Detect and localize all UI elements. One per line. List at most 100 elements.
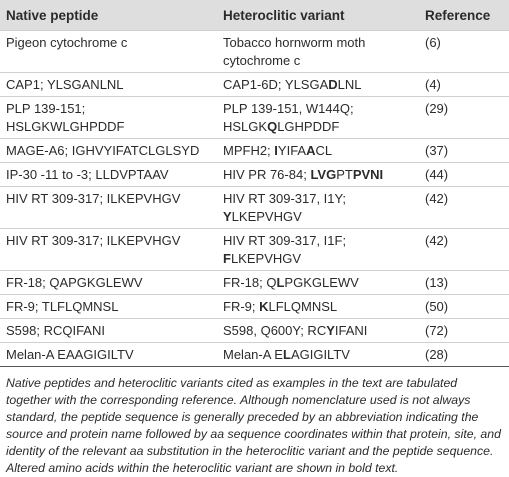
cell-line: FLKEPVHGV xyxy=(223,250,413,268)
variant-cell: Melan-A ELAGIGILTV xyxy=(217,342,419,367)
reference-cell: (42) xyxy=(419,186,509,229)
table-row: HIV RT 309-317; ILKEPVHGV HIV RT 309-317,… xyxy=(0,186,509,229)
text-segment: FR-9; xyxy=(223,298,260,314)
header-cell: Reference xyxy=(419,0,509,31)
reference-cell: (72) xyxy=(419,318,509,343)
cell-line: HIV RT 309-317, I1Y; xyxy=(223,190,413,208)
header-cell: Heteroclitic variant xyxy=(217,0,419,31)
variant-cell: FR-9; KLFLQMNSL xyxy=(217,294,419,319)
cell-line: FR-18; QAPGKGLEWV xyxy=(6,274,143,290)
native-cell: Pigeon cytochrome c xyxy=(0,30,217,73)
native-cell: Melan-A EAAGIGILTV xyxy=(0,342,217,367)
table-row: MAGE-A6; IGHVYIFATCLGLSYD MPFH2; IYIFAACL… xyxy=(0,138,509,163)
table-row: Pigeon cytochrome c Tobacco hornworm moth… xyxy=(0,30,509,73)
cell-line: MAGE-A6; IGHVYIFATCLGLSYD xyxy=(6,142,200,158)
text-segment: AGIGILTV xyxy=(290,346,350,362)
altered-residue: I xyxy=(274,142,278,158)
native-cell: S598; RCQIFANI xyxy=(0,318,217,343)
altered-residue: Y xyxy=(326,322,335,338)
header-cell: Native peptide xyxy=(0,0,217,31)
reference-cell: (28) xyxy=(419,342,509,367)
altered-residue: Q xyxy=(267,118,278,134)
reference-cell: (42) xyxy=(419,228,509,271)
caption: Native peptides and heteroclitic variant… xyxy=(6,376,501,475)
variant-cell: PLP 139-151, W144Q; HSLGKQLGHPDDF xyxy=(217,96,419,139)
cell-line: HIV RT 309-317; ILKEPVHGV xyxy=(6,232,181,248)
cell-line: S598, Q600Y; RCYIFANI xyxy=(223,322,413,340)
reference-cell: (13) xyxy=(419,270,509,295)
text-segment: cytochrome c xyxy=(223,52,301,68)
cell-line: FR-18; QLPGKGLEWV xyxy=(223,274,413,292)
reference-cell: (6) xyxy=(419,30,509,73)
reference-cell: (50) xyxy=(419,294,509,319)
cell-line: Tobacco hornworm moth xyxy=(223,34,413,52)
cell-line: S598; RCQIFANI xyxy=(6,322,105,338)
variant-cell: FR-18; QLPGKGLEWV xyxy=(217,270,419,295)
text-segment: YIFA xyxy=(277,142,307,158)
cell-line: IP-30 -11 to -3; LLDVPTAAV xyxy=(6,166,169,182)
variant-cell: S598, Q600Y; RCYIFANI xyxy=(217,318,419,343)
cell-line: HSLGKWLGHPDDF xyxy=(6,118,125,134)
cell-line: PLP 139-151; xyxy=(6,100,86,116)
table-body: Pigeon cytochrome c Tobacco hornworm moth… xyxy=(0,30,509,367)
cell-line: cytochrome c xyxy=(223,52,413,70)
header-row: Native peptide Heteroclitic variant Refe… xyxy=(0,0,509,31)
native-cell: CAP1; YLSGANLNL xyxy=(0,72,217,97)
reference-cell: (29) xyxy=(419,96,509,139)
cell-line: HIV RT 309-317, I1F; xyxy=(223,232,413,250)
reference-cell: (37) xyxy=(419,138,509,163)
text-segment: PT xyxy=(336,166,353,182)
variant-cell: MPFH2; IYIFAACL xyxy=(217,138,419,163)
text-segment: HIV RT 309-317, I1Y; xyxy=(223,190,346,206)
text-segment: LGHPDDF xyxy=(277,118,340,134)
reference-cell: (44) xyxy=(419,162,509,187)
altered-residue: K xyxy=(259,298,269,314)
native-cell: HIV RT 309-317; ILKEPVHGV xyxy=(0,228,217,271)
cell-line: HSLGKQLGHPDDF xyxy=(223,118,413,136)
text-segment: FR-18; Q xyxy=(223,274,277,290)
table-row: CAP1; YLSGANLNL CAP1-6D; YLSGADLNL (4) xyxy=(0,72,509,97)
text-segment: PLP 139-151, W144Q; xyxy=(223,100,354,116)
native-cell: IP-30 -11 to -3; LLDVPTAAV xyxy=(0,162,217,187)
text-segment: HIV RT 309-317, I1F; xyxy=(223,232,347,248)
altered-residue: LVG xyxy=(310,166,337,182)
text-segment: PGKGLEWV xyxy=(284,274,359,290)
text-segment: HIV PR 76-84; xyxy=(223,166,311,182)
variant-cell: HIV RT 309-317, I1F; FLKEPVHGV xyxy=(217,228,419,271)
altered-residue: L xyxy=(282,346,291,362)
cell-line: Pigeon cytochrome c xyxy=(6,34,128,50)
table-row: S598; RCQIFANI S598, Q600Y; RCYIFANI (72) xyxy=(0,318,509,343)
table-row: PLP 139-151; HSLGKWLGHPDDF PLP 139-151, W1… xyxy=(0,96,509,139)
cell-line: FR-9; KLFLQMNSL xyxy=(223,298,413,316)
native-cell: FR-18; QAPGKGLEWV xyxy=(0,270,217,295)
native-cell: FR-9; TLFLQMNSL xyxy=(0,294,217,319)
cell-line: CAP1; YLSGANLNL xyxy=(6,76,124,92)
cell-line: MPFH2; IYIFAACL xyxy=(223,142,413,160)
table-row: Melan-A EAAGIGILTV Melan-A ELAGIGILTV (28) xyxy=(0,342,509,367)
text-segment: LFLQMNSL xyxy=(268,298,338,314)
variant-cell: CAP1-6D; YLSGADLNL xyxy=(217,72,419,97)
reference-cell: (4) xyxy=(419,72,509,97)
text-segment: CAP1-6D; YLSGA xyxy=(223,76,329,92)
table-row: FR-18; QAPGKGLEWV FR-18; QLPGKGLEWV (13) xyxy=(0,270,509,295)
native-cell: PLP 139-151; HSLGKWLGHPDDF xyxy=(0,96,217,139)
cell-line: FR-9; TLFLQMNSL xyxy=(6,298,119,314)
variant-cell: Tobacco hornworm moth cytochrome c xyxy=(217,30,419,73)
table-row: HIV RT 309-317; ILKEPVHGV HIV RT 309-317,… xyxy=(0,228,509,271)
altered-residue: PVNI xyxy=(352,166,384,182)
text-segment: S598, Q600Y; RC xyxy=(223,322,327,338)
altered-residue: F xyxy=(223,250,231,266)
text-segment: LNL xyxy=(337,76,362,92)
native-cell: MAGE-A6; IGHVYIFATCLGLSYD xyxy=(0,138,217,163)
cell-line: Melan-A ELAGIGILTV xyxy=(223,346,413,364)
cell-line: PLP 139-151, W144Q; xyxy=(223,100,413,118)
text-segment: Tobacco hornworm moth xyxy=(223,34,366,50)
text-segment: MPFH2; xyxy=(223,142,275,158)
text-segment: CL xyxy=(315,142,333,158)
text-segment: LKEPVHGV xyxy=(230,250,302,266)
table-row: FR-9; TLFLQMNSL FR-9; KLFLQMNSL (50) xyxy=(0,294,509,319)
text-segment: LKEPVHGV xyxy=(231,208,302,224)
text-segment: HSLGK xyxy=(223,118,268,134)
altered-residue: A xyxy=(306,142,316,158)
